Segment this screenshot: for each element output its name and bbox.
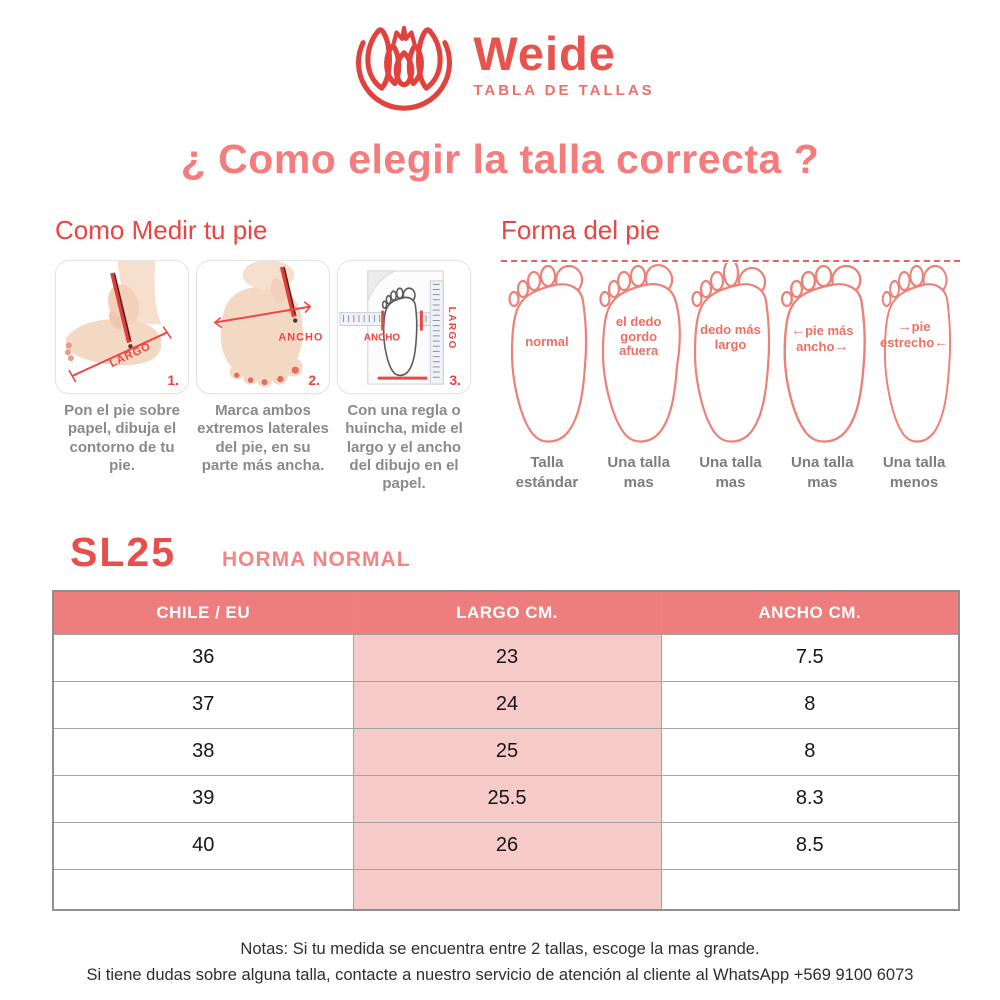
table-row: 36 23 7.5 (52, 633, 960, 682)
cell-size: 40 (52, 821, 354, 870)
foot-caption: Una talla menos (882, 454, 946, 491)
brand-tagline: TABLA DE TALLAS (473, 82, 655, 100)
ancho-label: ANCHO (364, 332, 401, 343)
measure-step-1-card: LARGO 1. (55, 260, 189, 394)
table-row: 40 26 8.5 (52, 821, 960, 870)
measure-step-1-illustration: LARGO (64, 261, 172, 383)
notes-footer: Notas: Si tu medida se encuentra entre 2… (0, 937, 1000, 988)
foot-outline-icon (599, 264, 681, 443)
page-title: ¿ Como elegir la talla correcta ? (180, 136, 820, 182)
foot-outline-icon (691, 263, 771, 443)
cell-ancho: 8.3 (660, 774, 960, 823)
width-arrow-left-icon: → (897, 318, 912, 334)
measure-step-2-illustration: ANCHO (213, 261, 323, 388)
width-arrow-left-icon: ← (791, 322, 806, 338)
foot-caption: Una talla mas (791, 454, 854, 491)
step-number: 2. (308, 372, 320, 388)
size-table: CHILE / EU LARGO CM. ANCHO CM. 36 23 7.5… (52, 590, 960, 912)
measure-step-cards: LARGO 1. (55, 260, 473, 394)
brand-logo-icon (356, 25, 453, 111)
foot-shape-label: el dedo gordo afuera (615, 314, 662, 359)
brand-header: Weide TABLA DE TALLAS (0, 0, 1000, 116)
foot-long-second-toe: dedo más largo (685, 263, 777, 447)
foot-big-toe-out: el dedo gordo afuera (593, 263, 685, 447)
content-columns: Como Medir tu pie LARGO (55, 215, 960, 493)
foot-shape-label-text: pie más ancho (796, 323, 854, 354)
cell-largo: 23 (352, 633, 662, 682)
measure-step-captions: Pon el pie sobre papel, dibuja el contor… (55, 402, 473, 493)
column-header-chile-eu: CHILE / EU (52, 590, 354, 635)
foot-caption: Talla estándar (515, 454, 579, 491)
measure-step-3-illustration: ANCHO LARGO (339, 270, 457, 385)
cell-largo: 25.5 (352, 774, 662, 823)
cell-ancho (660, 868, 960, 911)
measure-section-title: Como Medir tu pie (55, 215, 268, 245)
cell-largo: 25 (352, 727, 662, 776)
table-row: 37 24 8 (52, 680, 960, 729)
foot-shape-diagrams: normal el dedo gordo afuera (501, 263, 960, 447)
brand-name: Weide (473, 26, 616, 80)
foot-caption: Una talla mas (607, 454, 670, 491)
foot-outline-icon (781, 264, 867, 443)
model-subtitle: HORMA NORMAL (222, 548, 411, 572)
cell-size: 38 (52, 727, 354, 776)
step-3-caption: Con una regla o huincha, mide el largo y… (345, 402, 463, 493)
cell-size: 36 (52, 633, 354, 682)
cell-largo: 24 (352, 680, 662, 729)
foot-shape-label: ←pie más ancho→ (783, 322, 861, 354)
foot-outline-icon (508, 264, 588, 443)
note-line-1: Notas: Si tu medida se encuentra entre 2… (240, 940, 760, 959)
cell-size: 39 (52, 774, 354, 823)
foot-wide: ←pie más ancho→ (776, 263, 868, 447)
measure-step-3-card: ANCHO LARGO 3. (337, 260, 471, 394)
foot-shape-section-title: Forma del pie (501, 215, 660, 245)
table-row-empty (52, 868, 960, 911)
model-code: SL25 (70, 529, 176, 576)
brand-text: Weide TABLA DE TALLAS (473, 26, 655, 100)
measure-step-2-card: ANCHO 2. (196, 260, 330, 394)
model-row: SL25 HORMA NORMAL (70, 529, 1000, 576)
width-arrow-right-icon: → (834, 337, 849, 354)
foot-shape-label: dedo más largo (700, 322, 761, 352)
size-table-header-row: CHILE / EU LARGO CM. ANCHO CM. (52, 590, 960, 635)
toe-alignment-dashed-line (501, 260, 960, 262)
cell-largo (352, 868, 662, 911)
foot-outline-icon (881, 264, 952, 443)
foot-narrow: →pie estrecho← (868, 263, 960, 447)
step-1-caption: Pon el pie sobre papel, dibuja el contor… (64, 402, 180, 474)
table-row: 38 25 8 (52, 727, 960, 776)
note-line-2: Si tiene dudas sobre alguna talla, conta… (86, 966, 914, 985)
cell-largo: 26 (352, 821, 662, 870)
cell-size (52, 868, 354, 911)
step-number: 3. (449, 372, 461, 388)
cell-ancho: 7.5 (660, 633, 960, 682)
step-number: 1. (167, 372, 179, 388)
width-arrow-right-icon: ← (934, 333, 949, 350)
foot-shape-section: Forma del pie normal (501, 215, 960, 493)
column-header-ancho: ANCHO CM. (660, 590, 960, 635)
measure-section: Como Medir tu pie LARGO (55, 215, 473, 493)
foot-shape-label: →pie estrecho← (875, 318, 953, 350)
ancho-label: ANCHO (278, 331, 323, 343)
cell-ancho: 8 (660, 727, 960, 776)
cell-ancho: 8.5 (660, 821, 960, 870)
foot-normal: normal (501, 263, 593, 447)
step-2-caption: Marca ambos extremos laterales del pie, … (197, 402, 329, 474)
column-header-largo: LARGO CM. (352, 590, 662, 635)
cell-size: 37 (52, 680, 354, 729)
foot-shape-label-text: pie estrecho (879, 319, 935, 350)
cell-ancho: 8 (660, 680, 960, 729)
foot-shape-label: normal (525, 334, 569, 349)
foot-shape-captions: Talla estándar Una talla mas Una talla m… (501, 453, 960, 492)
largo-label: LARGO (446, 307, 457, 350)
table-row: 39 25.5 8.3 (52, 774, 960, 823)
foot-caption: Una talla mas (699, 454, 762, 491)
